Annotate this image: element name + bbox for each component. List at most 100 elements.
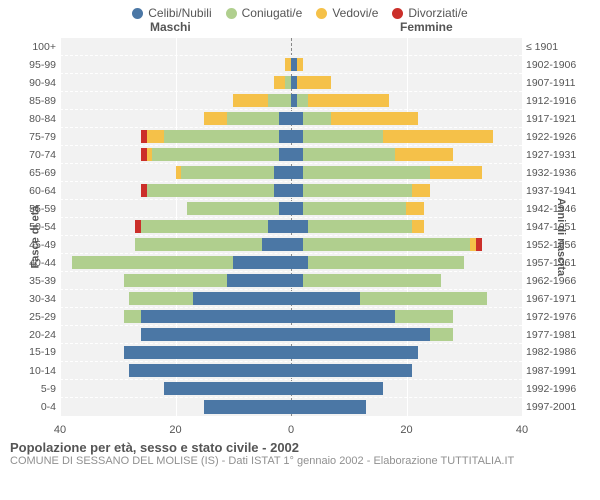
x-tick-label: 20 [169, 424, 181, 436]
bar-segment [291, 274, 303, 288]
bar-segment [303, 274, 442, 288]
birth-year-label: 1952-1956 [526, 239, 588, 250]
age-label: 100+ [14, 41, 56, 52]
pyramid-row: 65-691932-1936 [60, 164, 522, 182]
bar-female [291, 346, 418, 360]
bar-segment [395, 148, 453, 162]
pyramid-row: 0-41997-2001 [60, 398, 522, 416]
bar-male [176, 166, 292, 180]
bar-segment [303, 184, 413, 198]
header-female: Femmine [400, 20, 453, 34]
bar-segment [291, 184, 303, 198]
bar-female [291, 202, 424, 216]
pyramid-row: 55-591942-1946 [60, 200, 522, 218]
bar-segment [141, 310, 291, 324]
bar-female [291, 184, 430, 198]
birth-year-label: 1932-1936 [526, 167, 588, 178]
legend-swatch [226, 8, 237, 19]
bar-female [291, 148, 453, 162]
bar-male [141, 328, 291, 342]
birth-year-label: 1962-1966 [526, 275, 588, 286]
chart-title: Popolazione per età, sesso e stato civil… [10, 440, 590, 455]
bar-male [124, 346, 291, 360]
birth-year-label: 1902-1906 [526, 59, 588, 70]
birth-year-label: 1972-1976 [526, 311, 588, 322]
birth-year-label: 1992-1996 [526, 383, 588, 394]
age-label: 55-59 [14, 203, 56, 214]
bar-segment [430, 166, 482, 180]
bar-segment [193, 292, 291, 306]
bar-female [291, 310, 453, 324]
bar-segment [383, 130, 493, 144]
pyramid-row: 45-491952-1956 [60, 236, 522, 254]
birth-year-label: 1967-1971 [526, 293, 588, 304]
population-pyramid: Fasce di età Anni di nascita 100+≤ 19019… [8, 38, 592, 436]
age-label: 85-89 [14, 95, 56, 106]
bar-male [141, 130, 291, 144]
x-axis: 402002040 [60, 418, 522, 436]
bar-segment [291, 238, 303, 252]
bar-segment [291, 130, 303, 144]
bar-male [164, 382, 291, 396]
bar-segment [303, 166, 430, 180]
age-label: 60-64 [14, 185, 56, 196]
bar-male [124, 310, 291, 324]
bar-female [291, 274, 441, 288]
bar-segment [141, 220, 268, 234]
bar-segment [412, 184, 429, 198]
bar-female [291, 112, 418, 126]
bar-male [129, 364, 291, 378]
bar-segment [124, 310, 141, 324]
bar-segment [291, 310, 395, 324]
pyramid-row: 15-191982-1986 [60, 344, 522, 362]
bar-segment [279, 112, 291, 126]
bar-male [187, 202, 291, 216]
legend-item: Coniugati/e [226, 6, 303, 20]
bar-segment [297, 76, 332, 90]
bar-female [291, 58, 303, 72]
pyramid-row: 10-141987-1991 [60, 362, 522, 380]
bar-segment [291, 292, 360, 306]
age-label: 30-34 [14, 293, 56, 304]
bar-female [291, 292, 487, 306]
bar-male [204, 112, 291, 126]
bar-segment [233, 94, 268, 108]
chart-footer: Popolazione per età, sesso e stato civil… [0, 436, 600, 467]
bar-male [274, 76, 291, 90]
header-male: Maschi [150, 20, 191, 34]
bar-segment [152, 148, 279, 162]
bar-segment [308, 256, 464, 270]
pyramid-row: 35-391962-1966 [60, 272, 522, 290]
bar-segment [181, 166, 273, 180]
pyramid-row: 90-941907-1911 [60, 74, 522, 92]
pyramid-row: 40-441957-1961 [60, 254, 522, 272]
bar-male [129, 292, 291, 306]
x-tick-label: 20 [400, 424, 412, 436]
x-tick-label: 40 [516, 424, 528, 436]
pyramid-row: 30-341967-1971 [60, 290, 522, 308]
birth-year-label: ≤ 1901 [526, 41, 588, 52]
bar-segment [279, 148, 291, 162]
birth-year-label: 1922-1926 [526, 131, 588, 142]
bar-segment [291, 400, 366, 414]
bar-segment [129, 364, 291, 378]
bar-male [141, 184, 291, 198]
pyramid-row: 5-91992-1996 [60, 380, 522, 398]
age-label: 80-84 [14, 113, 56, 124]
bar-segment [291, 382, 383, 396]
age-label: 15-19 [14, 347, 56, 358]
birth-year-label: 1957-1961 [526, 257, 588, 268]
age-label: 0-4 [14, 402, 56, 413]
bar-segment [187, 202, 279, 216]
x-tick-label: 0 [288, 424, 294, 436]
bar-segment [395, 310, 453, 324]
age-label: 65-69 [14, 167, 56, 178]
bar-segment [274, 184, 291, 198]
bar-female [291, 328, 453, 342]
bar-segment [291, 166, 303, 180]
bar-segment [291, 112, 303, 126]
birth-year-label: 1977-1981 [526, 329, 588, 340]
bar-segment [331, 112, 418, 126]
bar-segment [204, 112, 227, 126]
bar-segment [124, 274, 228, 288]
